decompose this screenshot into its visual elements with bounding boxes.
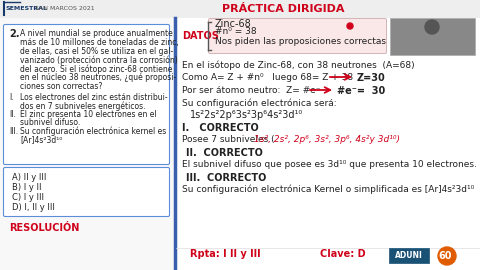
Text: Posee 7 subniveles (: Posee 7 subniveles ( (182, 135, 277, 144)
Text: 2.: 2. (9, 29, 20, 39)
Text: Nos piden las proposiciones correctas: Nos piden las proposiciones correctas (215, 36, 386, 46)
Text: Su configuración electrónica será:: Su configuración electrónica será: (182, 98, 336, 107)
Text: El zinc presenta 10 electrones en el: El zinc presenta 10 electrones en el (20, 110, 156, 119)
Text: A nivel mundial se produce anualmente: A nivel mundial se produce anualmente (20, 29, 173, 38)
Text: C) I y III: C) I y III (12, 193, 44, 202)
Text: dos en 7 subniveles energéticos.: dos en 7 subniveles energéticos. (20, 101, 145, 111)
Text: Z=30: Z=30 (357, 73, 386, 83)
Text: SAN MARCOS 2021: SAN MARCOS 2021 (35, 6, 95, 12)
FancyBboxPatch shape (3, 25, 169, 164)
Text: 1s², 2s², 2p⁶, 3s², 3p⁶, 4s²y 3d¹⁰): 1s², 2s², 2p⁶, 3s², 3p⁶, 4s²y 3d¹⁰) (254, 135, 400, 144)
Text: Clave: D: Clave: D (320, 249, 366, 259)
Circle shape (347, 23, 353, 29)
Text: PRÁCTICA DIRIGIDA: PRÁCTICA DIRIGIDA (222, 4, 344, 14)
Text: II.  CORRECTO: II. CORRECTO (186, 148, 263, 158)
Text: del acero. Si el isótopo zinc-68 contiene: del acero. Si el isótopo zinc-68 contien… (20, 64, 172, 74)
Text: Los electrones del zinc están distribui-: Los electrones del zinc están distribui- (20, 93, 168, 102)
FancyBboxPatch shape (3, 167, 169, 217)
FancyBboxPatch shape (0, 0, 480, 18)
Text: III.  CORRECTO: III. CORRECTO (186, 173, 266, 183)
Text: Su configuración electrónica Kernel o simplificada es [Ar]4s²3d¹⁰: Su configuración electrónica Kernel o si… (182, 185, 474, 194)
Text: II.: II. (9, 110, 16, 119)
Text: En el isótopo de Zinc-68, con 38 neutrones  (A=68): En el isótopo de Zinc-68, con 38 neutron… (182, 60, 415, 69)
Text: Rpta: I II y III: Rpta: I II y III (190, 249, 261, 259)
Text: RESOLUCIÓN: RESOLUCIÓN (9, 223, 79, 233)
Text: Por ser átomo neutro:  Z= #e⁻: Por ser átomo neutro: Z= #e⁻ (182, 86, 321, 95)
FancyBboxPatch shape (390, 18, 475, 55)
Text: DATOS: DATOS (182, 31, 219, 41)
Text: vanizado (protección contra la corrosión): vanizado (protección contra la corrosión… (20, 55, 178, 65)
Text: Zinc-68: Zinc-68 (215, 19, 252, 29)
FancyBboxPatch shape (0, 18, 175, 270)
FancyBboxPatch shape (176, 18, 480, 270)
Circle shape (425, 20, 439, 34)
Text: I.   CORRECTO: I. CORRECTO (182, 123, 259, 133)
Text: III.: III. (9, 127, 18, 136)
Circle shape (438, 247, 456, 265)
Text: en el núcleo 38 neutrones, ¿qué proposi-: en el núcleo 38 neutrones, ¿qué proposi- (20, 73, 176, 83)
Text: Como A= Z + #n⁰   luego 68= Z + 38: Como A= Z + #n⁰ luego 68= Z + 38 (182, 73, 353, 82)
Text: 1s²2s²2p⁶3s²3p⁶4s²3d¹⁰: 1s²2s²2p⁶3s²3p⁶4s²3d¹⁰ (190, 110, 303, 120)
Text: 60: 60 (438, 251, 452, 261)
Text: más de 10 millones de toneladas de zinc,: más de 10 millones de toneladas de zinc, (20, 38, 179, 47)
Text: I.: I. (9, 93, 13, 102)
Text: [Ar]4s²3d¹⁰: [Ar]4s²3d¹⁰ (20, 135, 62, 144)
Text: #e⁻=  30: #e⁻= 30 (337, 86, 385, 96)
Text: A) II y III: A) II y III (12, 173, 47, 182)
Text: D) I, II y III: D) I, II y III (12, 203, 55, 212)
Text: SEMESTRAL: SEMESTRAL (6, 6, 48, 12)
Text: ADUNI: ADUNI (395, 251, 423, 260)
Text: Su configuración electrónica kernel es: Su configuración electrónica kernel es (20, 127, 166, 136)
Text: ciones son correctas?: ciones son correctas? (20, 82, 102, 91)
Text: subnivel difuso.: subnivel difuso. (20, 118, 80, 127)
Text: El subnivel difuso que posee es 3d¹⁰ que presenta 10 electrones.: El subnivel difuso que posee es 3d¹⁰ que… (182, 160, 477, 169)
Text: B) I y II: B) I y II (12, 183, 41, 192)
Text: de ellas, casi el 50% se utiliza en el gal-: de ellas, casi el 50% se utiliza en el g… (20, 47, 173, 56)
FancyBboxPatch shape (208, 19, 386, 53)
Text: #n⁰ = 38: #n⁰ = 38 (215, 28, 257, 36)
FancyBboxPatch shape (389, 248, 429, 263)
